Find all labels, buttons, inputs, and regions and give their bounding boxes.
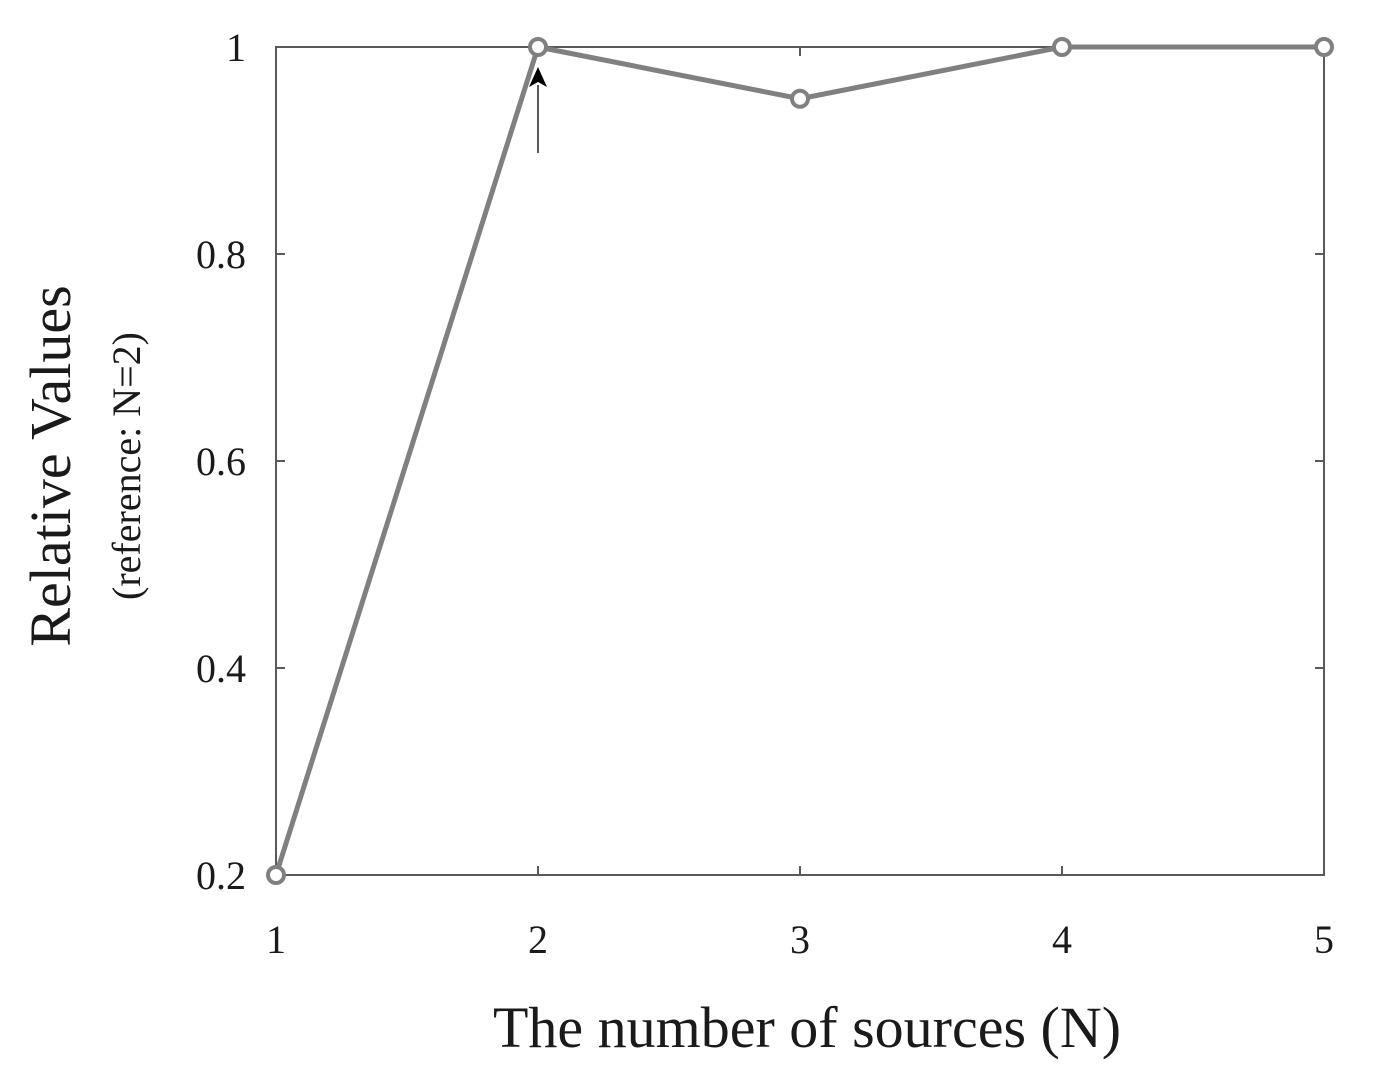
y-tick-label: 0.4: [196, 646, 246, 691]
annotation-layer: [529, 67, 547, 153]
x-tick-label: 3: [790, 917, 810, 962]
y-axis-title: Relative Values: [18, 285, 83, 646]
y-tick-label: 0.8: [196, 232, 246, 277]
y-tick-label: 1: [226, 25, 246, 70]
x-tick-label: 5: [1314, 917, 1334, 962]
x-axis-ticks: 1 2 3 4 5: [266, 47, 1334, 962]
data-point: [1314, 37, 1334, 57]
x-tick-label: 1: [266, 917, 286, 962]
y-tick-label: 0.6: [196, 439, 246, 484]
plot-frame: [275, 46, 1325, 876]
y-tick-label: 0.2: [196, 853, 246, 898]
annotation-arrow-head: [529, 67, 547, 87]
series-layer: [266, 37, 1334, 885]
x-tick-label: 2: [528, 917, 548, 962]
data-point: [790, 88, 810, 109]
data-point: [266, 865, 286, 885]
y-axis-ticks: 0.2 0.4 0.6 0.8 1: [196, 25, 1324, 898]
y-axis-subtitle: (reference: N=2): [104, 332, 149, 600]
data-point: [528, 37, 548, 57]
x-axis-title: The number of sources (N): [493, 995, 1121, 1060]
series-line: [273, 44, 1324, 876]
x-tick-label: 4: [1052, 917, 1072, 962]
data-point: [1052, 37, 1072, 57]
